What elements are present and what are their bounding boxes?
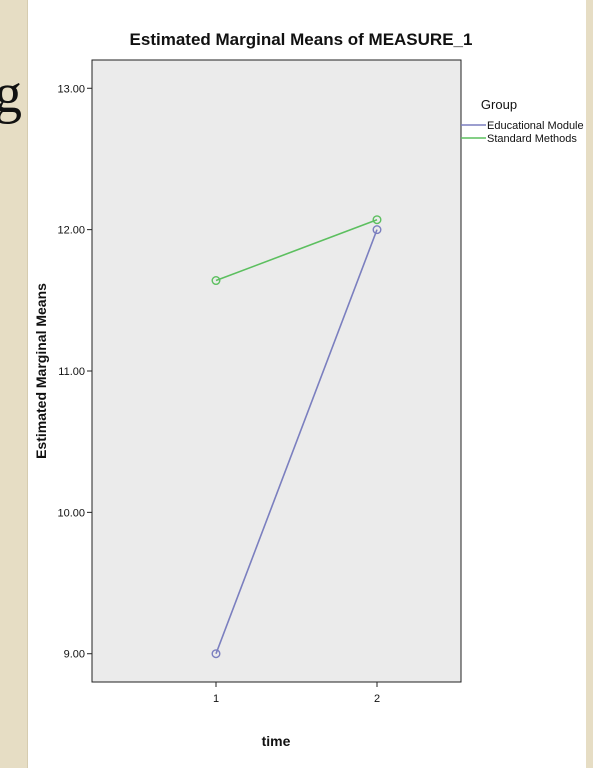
y-tick-label: 12.00 bbox=[57, 225, 85, 237]
y-tick-label: 9.00 bbox=[64, 649, 85, 661]
legend-title: Group bbox=[481, 97, 517, 112]
data-point bbox=[372, 215, 382, 225]
y-tick-label: 11.00 bbox=[58, 366, 85, 378]
y-axis-label: Estimated Marginal Means bbox=[33, 283, 49, 459]
plot-area bbox=[91, 59, 462, 683]
series-line bbox=[215, 229, 378, 655]
y-tick-label: 13.00 bbox=[57, 83, 85, 95]
data-point bbox=[211, 276, 221, 286]
y-axis: 9.00 10.00 11.00 12.00 13.00 bbox=[57, 83, 92, 661]
legend-entry-label: Educational Module bbox=[487, 120, 584, 132]
chart-panel: Estimated Marginal Means of MEASURE_1 9.… bbox=[27, 0, 586, 768]
legend-entry-label: Standard Methods bbox=[487, 133, 577, 145]
x-tick-label: 2 bbox=[374, 693, 380, 705]
chart-title: Estimated Marginal Means of MEASURE_1 bbox=[130, 30, 473, 49]
chart: Estimated Marginal Means of MEASURE_1 9.… bbox=[33, 30, 584, 749]
data-point bbox=[211, 649, 221, 659]
data-point bbox=[372, 225, 382, 235]
series-layer bbox=[211, 215, 382, 659]
x-axis-label: time bbox=[262, 733, 291, 749]
slide-text-fragment: g bbox=[0, 63, 22, 125]
series-line bbox=[215, 218, 378, 282]
x-tick-label: 1 bbox=[213, 693, 219, 705]
y-tick-label: 10.00 bbox=[57, 507, 85, 519]
